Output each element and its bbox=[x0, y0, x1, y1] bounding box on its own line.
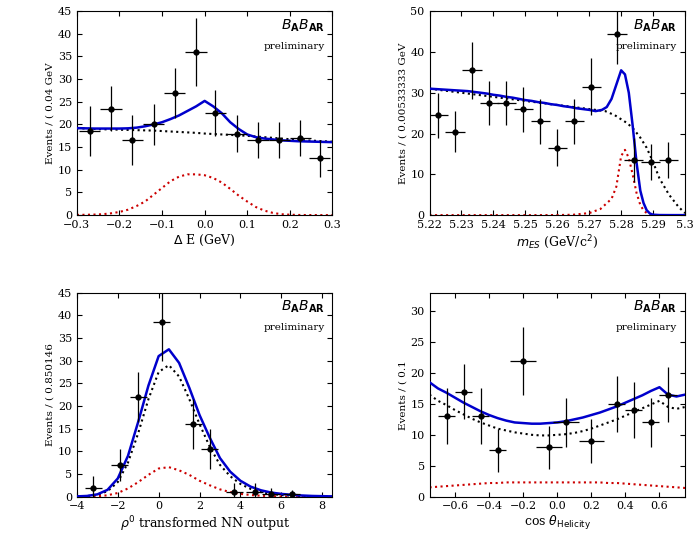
X-axis label: $\Delta$ E (GeV): $\Delta$ E (GeV) bbox=[173, 233, 236, 248]
Y-axis label: Events / ( 0.00533333 GeV: Events / ( 0.00533333 GeV bbox=[398, 42, 408, 184]
Text: $\mathbf{\it{B}}$$\mathbf{_A}$$\mathbf{\it{B}}$$\mathbf{_{AR}}$: $\mathbf{\it{B}}$$\mathbf{_A}$$\mathbf{\… bbox=[633, 17, 677, 33]
Text: $\mathbf{\it{B}}$$\mathbf{_A}$$\mathbf{\it{B}}$$\mathbf{_{AR}}$: $\mathbf{\it{B}}$$\mathbf{_A}$$\mathbf{\… bbox=[281, 299, 325, 315]
Text: preliminary: preliminary bbox=[264, 323, 325, 332]
Y-axis label: Events / ( 0.850146: Events / ( 0.850146 bbox=[46, 343, 55, 446]
X-axis label: $m_{ES}$ (GeV/c$^{2}$): $m_{ES}$ (GeV/c$^{2}$) bbox=[517, 233, 598, 251]
X-axis label: $\rho^{0}$ transformed NN output: $\rho^{0}$ transformed NN output bbox=[120, 514, 289, 534]
Text: $\mathbf{\it{B}}$$\mathbf{_A}$$\mathbf{\it{B}}$$\mathbf{_{AR}}$: $\mathbf{\it{B}}$$\mathbf{_A}$$\mathbf{\… bbox=[281, 17, 325, 33]
Y-axis label: Events / ( 0.04 GeV: Events / ( 0.04 GeV bbox=[46, 62, 55, 164]
Text: preliminary: preliminary bbox=[616, 323, 677, 332]
X-axis label: cos $\theta_{\rm Helicity}$: cos $\theta_{\rm Helicity}$ bbox=[524, 514, 591, 532]
Text: $\mathbf{\it{B}}$$\mathbf{_A}$$\mathbf{\it{B}}$$\mathbf{_{AR}}$: $\mathbf{\it{B}}$$\mathbf{_A}$$\mathbf{\… bbox=[633, 299, 677, 315]
Y-axis label: Events / ( 0.1: Events / ( 0.1 bbox=[398, 360, 408, 430]
Text: preliminary: preliminary bbox=[264, 42, 325, 51]
Text: preliminary: preliminary bbox=[616, 42, 677, 51]
